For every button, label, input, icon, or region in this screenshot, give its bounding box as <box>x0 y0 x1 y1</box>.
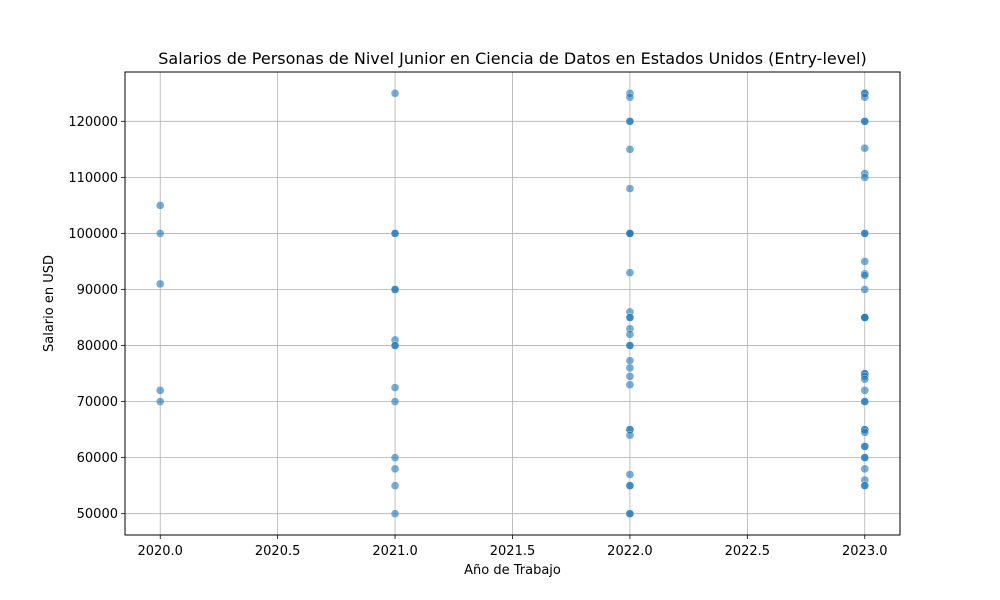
data-point <box>390 397 400 406</box>
y-tick-label: 120000 <box>68 115 118 130</box>
y-tick-label: 60000 <box>77 451 118 466</box>
data-point <box>390 453 400 462</box>
y-tick-label: 70000 <box>77 395 118 410</box>
x-tick-label: 2023.0 <box>842 544 888 559</box>
data-point <box>860 173 870 182</box>
y-tick-label: 100000 <box>68 227 118 242</box>
data-point <box>860 229 870 238</box>
x-tick-label: 2020.5 <box>255 544 301 559</box>
data-point <box>625 145 635 154</box>
data-points <box>155 89 870 518</box>
data-point <box>625 509 635 518</box>
grid-lines <box>125 72 900 535</box>
x-tick-label: 2022.0 <box>607 544 653 559</box>
data-point <box>155 386 165 395</box>
data-point <box>860 271 870 280</box>
x-tick-label: 2021.5 <box>490 544 536 559</box>
data-point <box>860 386 870 395</box>
y-tick-label: 80000 <box>77 339 118 354</box>
data-point <box>860 92 870 102</box>
data-point <box>625 268 635 277</box>
data-point <box>390 285 400 294</box>
data-point <box>625 372 635 381</box>
data-point <box>860 442 870 451</box>
x-tick-label: 2020.0 <box>137 544 183 559</box>
y-axis-ticks: 50000 60000 70000 80000 90000 100000 110000 120… <box>68 115 125 522</box>
data-point <box>625 363 635 373</box>
data-point <box>390 383 400 392</box>
data-point <box>625 184 635 193</box>
data-point <box>860 285 870 294</box>
data-point <box>860 464 870 474</box>
chart-title: Salarios de Personas de Nivel Junior en … <box>158 49 866 68</box>
data-point <box>625 470 635 479</box>
data-point <box>860 481 870 490</box>
data-point <box>625 430 635 440</box>
data-point <box>155 201 165 210</box>
data-point <box>625 380 635 390</box>
data-point <box>860 428 870 437</box>
data-point <box>625 341 635 350</box>
x-axis-ticks: 2020.0 2020.5 2021.0 2021.5 2022.0 2022.5 2023… <box>137 535 888 559</box>
x-tick-label: 2022.5 <box>725 544 771 559</box>
data-point <box>860 143 870 153</box>
data-point <box>155 229 165 238</box>
data-point <box>390 509 400 518</box>
y-axis-label: Salario en USD <box>42 255 57 352</box>
y-tick-label: 110000 <box>68 171 118 186</box>
data-point <box>390 89 400 98</box>
data-point <box>625 313 635 322</box>
data-point <box>625 330 635 339</box>
data-point <box>860 257 870 266</box>
data-point <box>625 229 635 238</box>
data-point <box>625 117 635 126</box>
data-point <box>390 229 400 238</box>
data-point <box>860 397 870 406</box>
y-tick-label: 50000 <box>77 507 118 522</box>
x-tick-label: 2021.0 <box>372 544 418 559</box>
data-point <box>155 397 165 406</box>
data-point <box>860 313 870 322</box>
data-point <box>390 481 400 490</box>
data-point <box>860 374 870 384</box>
data-point <box>625 356 635 365</box>
data-point <box>155 279 165 289</box>
data-point <box>390 464 400 474</box>
data-point <box>860 117 870 126</box>
data-point <box>390 341 400 350</box>
y-tick-label: 90000 <box>77 283 118 298</box>
data-point <box>860 453 870 462</box>
x-axis-label: Año de Trabajo <box>464 563 561 578</box>
data-point <box>625 481 635 490</box>
data-point <box>625 92 635 102</box>
